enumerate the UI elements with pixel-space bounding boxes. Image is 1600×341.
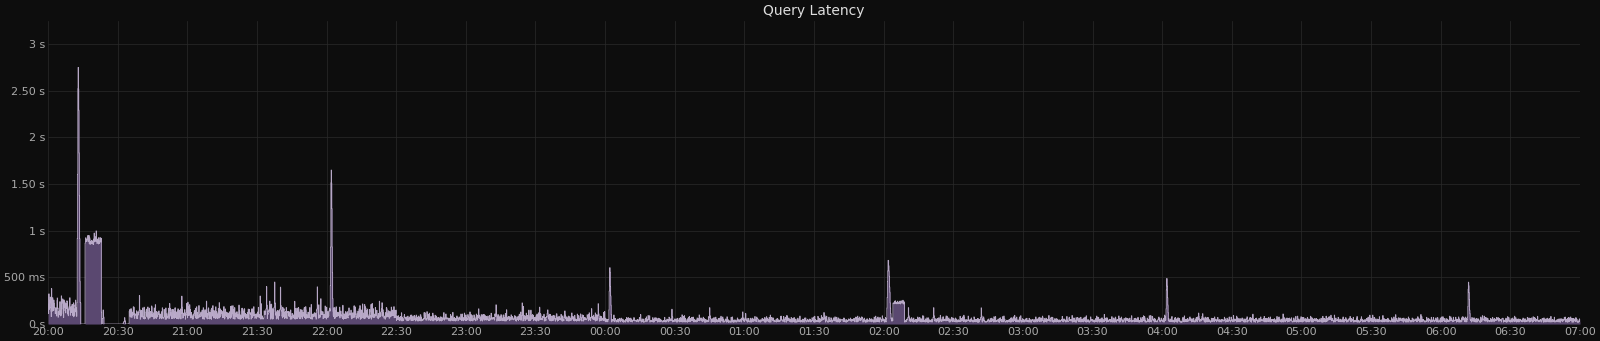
Title: Query Latency: Query Latency (763, 4, 864, 18)
